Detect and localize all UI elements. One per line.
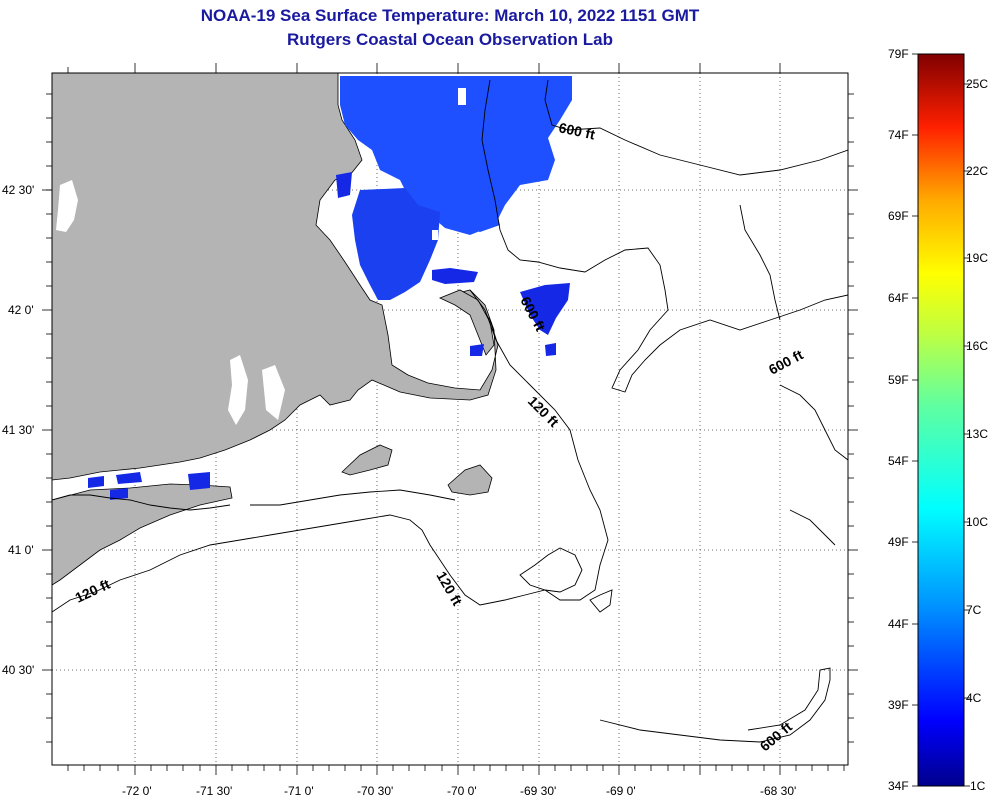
lon-label: -68 30' <box>760 784 796 798</box>
colorbar-fahrenheit-labels: 79F 74F 69F 64F 59F 54F 49F 44F 39F 34F <box>888 47 909 793</box>
colorbar-c-label: 10C <box>966 515 988 529</box>
latitude-labels: 42 30' 42 0' 41 30' 41 0' 40 30' <box>2 183 34 677</box>
lat-label: 42 0' <box>8 303 34 317</box>
colorbar-c-label: 1C <box>970 779 986 793</box>
colorbar-c-label: 4C <box>966 691 982 705</box>
lon-label: -70 30' <box>357 784 393 798</box>
colorbar-f-label: 74F <box>888 128 909 142</box>
lon-label: -69 0' <box>606 784 636 798</box>
colorbar-f-label: 59F <box>888 373 909 387</box>
lat-label: 41 0' <box>8 543 34 557</box>
map-subtitle: Rutgers Coastal Ocean Observation Lab <box>287 30 613 49</box>
colorbar-f-label: 39F <box>888 698 909 712</box>
land-inlet <box>228 355 248 425</box>
island-marthas-vineyard <box>341 444 393 476</box>
colorbar-f-label: 79F <box>888 47 909 61</box>
colorbar-f-label: 34F <box>888 779 909 793</box>
land-cape-cod-tip <box>438 289 495 356</box>
map-frame <box>51 72 849 766</box>
colorbar <box>917 53 965 787</box>
lon-label: -71 0' <box>284 784 314 798</box>
lat-label: 42 30' <box>2 183 34 197</box>
colorbar-c-label: 7C <box>966 603 982 617</box>
lat-label: 41 30' <box>2 423 34 437</box>
island-nantucket <box>447 464 493 496</box>
colorbar-f-label: 69F <box>888 209 909 223</box>
colorbar-celsius-labels: 25C 22C 19C 16C 13C 10C 7C 4C 1C <box>966 77 988 793</box>
lon-label: -70 0' <box>447 784 477 798</box>
sst-water-pixels <box>88 76 572 500</box>
bathymetry-contours <box>52 79 848 743</box>
colorbar-ticks <box>912 53 970 787</box>
colorbar-f-label: 54F <box>888 454 909 468</box>
colorbar-c-label: 22C <box>966 164 988 178</box>
colorbar-c-label: 16C <box>966 339 988 353</box>
lon-label: -71 30' <box>196 784 232 798</box>
land-new-england <box>52 73 499 481</box>
frame-ticks <box>42 63 858 775</box>
longitude-labels: -72 0' -71 30' -71 0' -70 30' -70 0' -69… <box>122 784 796 798</box>
colorbar-f-label: 44F <box>888 617 909 631</box>
colorbar-c-label: 25C <box>966 77 988 91</box>
land-lake <box>56 180 78 232</box>
contour-label: 600 ft <box>557 119 596 142</box>
colorbar-c-label: 19C <box>966 251 988 265</box>
land-inlet <box>262 365 285 420</box>
colorbar-c-label: 13C <box>966 427 988 441</box>
map-title: NOAA-19 Sea Surface Temperature: March 1… <box>200 6 700 25</box>
colorbar-f-label: 64F <box>888 291 909 305</box>
lon-label: -72 0' <box>122 784 152 798</box>
colorbar-f-label: 49F <box>888 535 909 549</box>
lon-label: -69 30' <box>520 784 556 798</box>
lat-label: 40 30' <box>2 663 34 677</box>
